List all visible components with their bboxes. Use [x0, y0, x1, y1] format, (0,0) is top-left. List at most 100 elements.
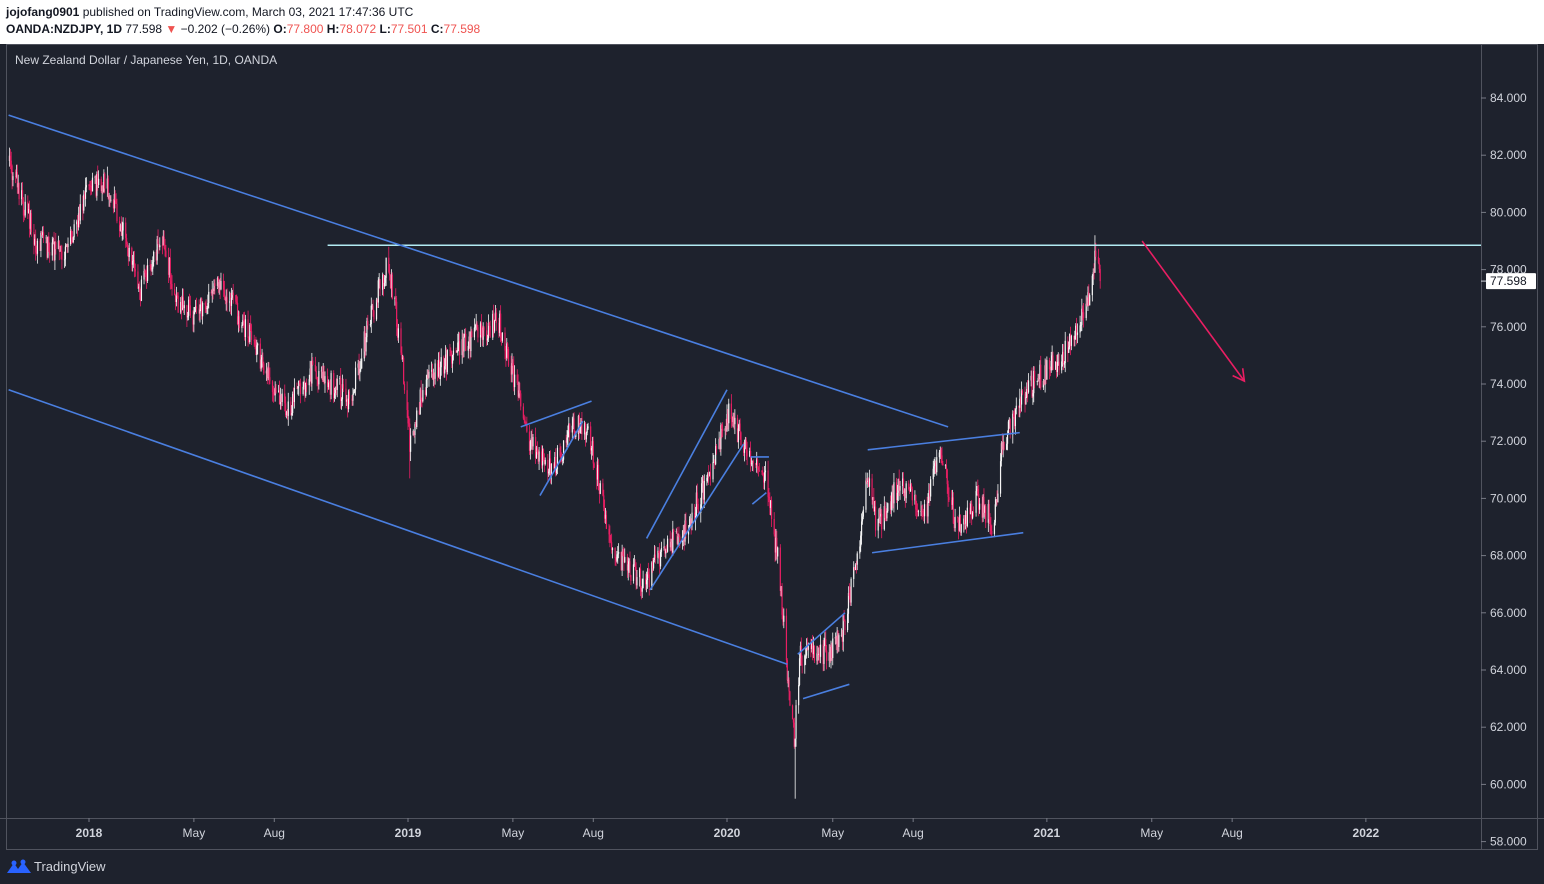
trendline[interactable] — [8, 388, 788, 666]
candle-body — [947, 484, 949, 498]
candle-body — [562, 459, 564, 461]
candle-body — [709, 472, 711, 480]
candle-body — [847, 592, 850, 614]
candle-body — [1061, 361, 1063, 371]
candle-body — [397, 328, 399, 338]
candle-body — [942, 463, 944, 466]
candle-body — [139, 291, 142, 301]
candle-body — [1079, 325, 1081, 333]
candle-body — [413, 430, 415, 435]
trendline[interactable] — [539, 420, 584, 496]
candle-body — [434, 363, 436, 379]
candle-body — [867, 480, 869, 482]
candle-body — [675, 531, 677, 533]
candle-body — [376, 299, 379, 303]
trendline[interactable] — [8, 114, 949, 428]
candle-body — [665, 550, 667, 554]
candle-body — [151, 268, 153, 270]
candle-body — [382, 274, 384, 290]
candle-body — [195, 306, 198, 309]
candle-body — [777, 547, 779, 557]
candle-body — [278, 390, 280, 393]
chart-area[interactable]: New Zealand Dollar / Japanese Yen, 1D, O… — [0, 44, 1544, 850]
candle-body — [541, 451, 543, 466]
trendline[interactable] — [649, 443, 745, 591]
price-change: −0.202 (−0.26%) — [177, 22, 271, 36]
candle-body — [909, 489, 911, 492]
candle-body — [410, 435, 412, 452]
candle-body — [279, 395, 281, 405]
candle-body — [186, 305, 188, 318]
candle-body — [109, 196, 111, 201]
y-tick-label: 70.000 — [1490, 491, 1527, 505]
candle-body — [573, 418, 575, 432]
candle-body — [476, 323, 478, 328]
trendline[interactable] — [871, 531, 1024, 554]
candle-body — [274, 387, 276, 396]
candle-body — [115, 200, 117, 204]
candle-body — [297, 386, 299, 389]
candle-body — [885, 517, 887, 519]
candle-body — [170, 280, 172, 285]
candle-body — [23, 215, 25, 217]
candle-body — [1082, 312, 1085, 318]
candle-body — [133, 260, 136, 270]
candle-body — [408, 423, 410, 425]
candle-body — [198, 308, 200, 314]
trendline[interactable] — [751, 492, 767, 505]
candle-body — [930, 479, 932, 497]
candle-body — [720, 425, 722, 450]
candle-body — [48, 236, 50, 253]
candle-body — [897, 478, 899, 493]
x-tick-label: 2020 — [714, 826, 741, 840]
candle-body — [1098, 263, 1100, 269]
candle-body — [83, 194, 85, 211]
candle-body — [572, 418, 574, 426]
trendline[interactable] — [645, 389, 728, 539]
candle-body — [333, 393, 336, 399]
trendline[interactable] — [797, 612, 846, 655]
candle-body — [482, 327, 484, 340]
candle-body — [847, 613, 849, 631]
candle-body — [430, 370, 433, 372]
forecast-arrow[interactable] — [1141, 240, 1246, 382]
candle-body — [571, 425, 573, 433]
candle-body — [103, 173, 105, 192]
candle-body — [819, 644, 822, 657]
candle-body — [309, 368, 311, 380]
tradingview-brand[interactable]: TradingView — [34, 859, 106, 874]
candle-body — [902, 478, 904, 487]
last-price-label: 77.598 — [1490, 274, 1527, 288]
candle-body — [342, 384, 344, 389]
candle-body — [456, 350, 458, 352]
candle-body — [285, 403, 287, 416]
candle-body — [816, 653, 818, 661]
candle-body — [1020, 398, 1022, 405]
publisher-username[interactable]: jojofang0901 — [6, 5, 80, 19]
candle-body — [78, 213, 80, 221]
candle-body — [1003, 442, 1005, 450]
candle-body — [737, 428, 739, 443]
trendline[interactable] — [802, 683, 850, 700]
price-chart[interactable]: New Zealand Dollar / Japanese Yen, 1D, O… — [0, 44, 1544, 850]
candle-body — [1009, 418, 1011, 435]
candle-body — [1025, 397, 1027, 405]
candle-body — [53, 239, 55, 261]
candle-body — [230, 297, 233, 306]
candle-body — [352, 393, 354, 401]
candle-body — [237, 316, 240, 324]
candle-body — [204, 302, 206, 305]
candle-body — [403, 357, 405, 384]
candle-body — [128, 247, 130, 258]
trendline[interactable] — [867, 431, 1020, 451]
candle-body — [929, 490, 931, 497]
candle-body — [702, 479, 705, 500]
candle-body — [755, 463, 757, 465]
candle-body — [990, 526, 992, 532]
candle-body — [293, 387, 295, 403]
candle-body — [247, 319, 249, 339]
trendline[interactable] — [520, 400, 592, 428]
candle-body — [555, 469, 558, 473]
candle-body — [359, 368, 361, 374]
candle-body — [850, 578, 852, 603]
